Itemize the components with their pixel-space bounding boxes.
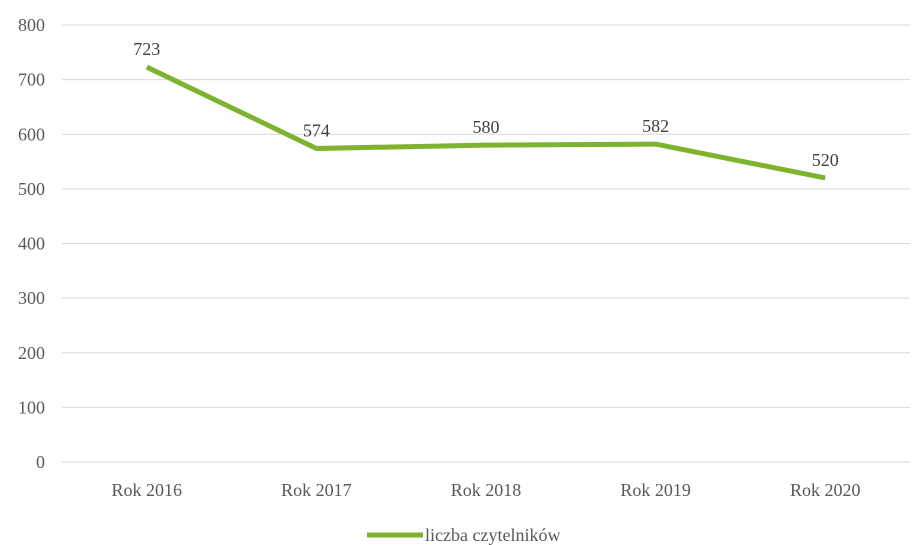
x-tick-label: Rok 2017 [281, 480, 352, 500]
data-label: 574 [303, 120, 330, 140]
data-label: 580 [473, 117, 500, 137]
legend: liczba czytelników [367, 525, 560, 545]
gridlines [62, 24, 910, 463]
x-axis-ticks: Rok 2016 Rok 2017 Rok 2018 Rok 2019 Rok 2020 [112, 480, 861, 500]
data-label: 582 [642, 116, 669, 136]
data-labels: 723 574 580 582 520 [133, 39, 838, 170]
y-tick-label: 300 [18, 288, 45, 308]
x-tick-label: Rok 2016 [112, 480, 183, 500]
y-tick-label: 800 [18, 15, 45, 35]
y-tick-label: 100 [18, 397, 45, 417]
y-tick-label: 400 [18, 234, 45, 254]
y-tick-label: 500 [18, 179, 45, 199]
y-tick-label: 0 [36, 452, 45, 472]
y-axis-ticks: 0 100 200 300 400 500 600 700 800 [18, 15, 45, 472]
y-tick-label: 600 [18, 124, 45, 144]
x-tick-label: Rok 2018 [451, 480, 522, 500]
y-tick-label: 700 [18, 70, 45, 90]
legend-label: liczba czytelników [425, 525, 560, 545]
data-label: 520 [812, 150, 839, 170]
x-tick-label: Rok 2020 [790, 480, 861, 500]
x-tick-label: Rok 2019 [620, 480, 691, 500]
series-group [145, 64, 826, 181]
y-tick-label: 200 [18, 343, 45, 363]
data-label: 723 [133, 39, 160, 59]
